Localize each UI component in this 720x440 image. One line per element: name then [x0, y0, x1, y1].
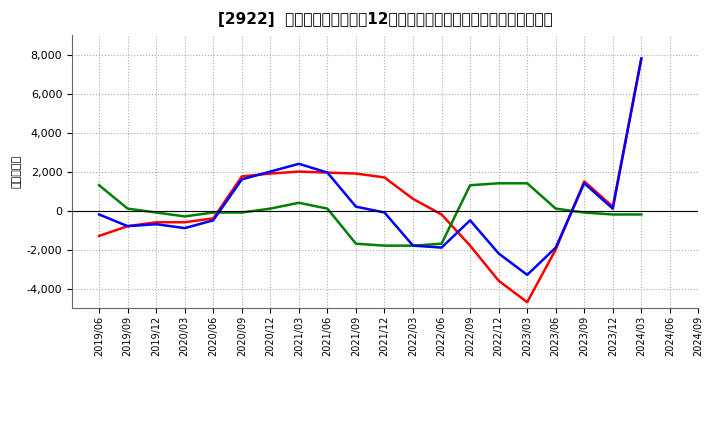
フリーCF: [181, 225, 189, 231]
営業CF: [495, 278, 503, 283]
フリーCF: [95, 212, 104, 217]
フリーCF: [351, 204, 360, 209]
フリーCF: [323, 170, 332, 175]
投資CF: [466, 183, 474, 188]
営業CF: [123, 224, 132, 229]
営業CF: [294, 169, 303, 174]
投資CF: [380, 243, 389, 248]
投資CF: [238, 210, 246, 215]
フリーCF: [209, 218, 217, 223]
フリーCF: [523, 272, 531, 278]
営業CF: [209, 216, 217, 221]
営業CF: [266, 171, 274, 176]
フリーCF: [238, 177, 246, 182]
営業CF: [181, 220, 189, 225]
営業CF: [152, 220, 161, 225]
投資CF: [580, 210, 588, 215]
投資CF: [552, 206, 560, 211]
フリーCF: [294, 161, 303, 166]
投資CF: [637, 212, 646, 217]
Line: 投資CF: 投資CF: [99, 183, 642, 246]
営業CF: [95, 233, 104, 238]
営業CF: [351, 171, 360, 176]
営業CF: [523, 300, 531, 305]
投資CF: [437, 241, 446, 246]
フリーCF: [608, 206, 617, 211]
Title: [2922]  キャッシュフローの12か月移動合計の対前年同期増減額の推移: [2922] キャッシュフローの12か月移動合計の対前年同期増減額の推移: [218, 12, 552, 27]
投資CF: [409, 243, 418, 248]
投資CF: [209, 210, 217, 215]
フリーCF: [495, 251, 503, 256]
フリーCF: [637, 56, 646, 61]
営業CF: [409, 196, 418, 202]
投資CF: [181, 214, 189, 219]
Line: 営業CF: 営業CF: [99, 59, 642, 302]
Line: フリーCF: フリーCF: [99, 59, 642, 275]
営業CF: [323, 170, 332, 175]
フリーCF: [123, 224, 132, 229]
フリーCF: [266, 169, 274, 174]
フリーCF: [580, 181, 588, 186]
営業CF: [608, 204, 617, 209]
フリーCF: [380, 210, 389, 215]
Y-axis label: （百万円）: （百万円）: [11, 155, 21, 188]
フリーCF: [152, 222, 161, 227]
投資CF: [495, 181, 503, 186]
フリーCF: [552, 245, 560, 250]
投資CF: [294, 200, 303, 205]
投資CF: [351, 241, 360, 246]
フリーCF: [437, 245, 446, 250]
営業CF: [380, 175, 389, 180]
営業CF: [437, 212, 446, 217]
営業CF: [552, 247, 560, 252]
投資CF: [266, 206, 274, 211]
営業CF: [580, 179, 588, 184]
フリーCF: [409, 243, 418, 248]
営業CF: [238, 174, 246, 179]
投資CF: [323, 206, 332, 211]
Legend: 営業CF, 投資CF, フリーCF: 営業CF, 投資CF, フリーCF: [243, 437, 527, 440]
営業CF: [466, 243, 474, 248]
投資CF: [123, 206, 132, 211]
営業CF: [637, 56, 646, 61]
フリーCF: [466, 218, 474, 223]
投資CF: [152, 210, 161, 215]
投資CF: [608, 212, 617, 217]
投資CF: [523, 181, 531, 186]
投資CF: [95, 183, 104, 188]
